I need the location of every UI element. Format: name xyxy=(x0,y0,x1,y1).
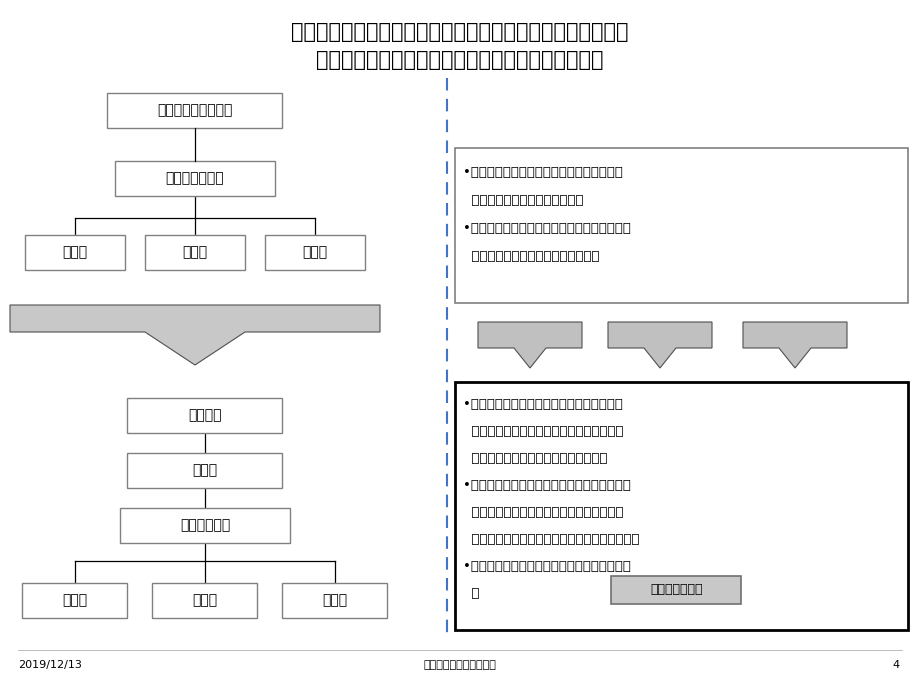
Text: 各局对自己的生存、发展等负责任；: 各局对自己的生存、发展等负责任； xyxy=(462,250,599,263)
Text: 工程局: 工程局 xyxy=(302,245,327,259)
Text: •公司需要有效的激励和控制体系，实现平稳过: •公司需要有效的激励和控制体系，实现平稳过 xyxy=(462,560,630,573)
Text: 分公司: 分公司 xyxy=(192,593,217,607)
Bar xyxy=(153,582,257,618)
Bar xyxy=(119,508,289,542)
Polygon shape xyxy=(10,305,380,365)
Text: 中国邮电器材总公司: 中国邮电器材总公司 xyxy=(157,103,233,117)
Text: 分公司: 分公司 xyxy=(62,593,87,607)
Text: 4: 4 xyxy=(892,660,899,670)
Text: •各分公司独立法人地位的取消，资质的取消，: •各分公司独立法人地位的取消，资质的取消， xyxy=(462,479,630,492)
Bar xyxy=(22,582,128,618)
Text: 性质和责任机制: 性质和责任机制 xyxy=(649,584,702,596)
Bar xyxy=(108,92,282,128)
Text: 渡: 渡 xyxy=(462,587,479,600)
Text: 变成一个法人实体一个统一资质下运作，导: 变成一个法人实体一个统一资质下运作，导 xyxy=(462,506,623,519)
Text: •各单位属于独立法人实体，具有自己的资质，: •各单位属于独立法人实体，具有自己的资质， xyxy=(462,222,630,235)
Text: 工程局: 工程局 xyxy=(62,245,87,259)
Bar xyxy=(115,161,275,195)
Bar xyxy=(265,235,365,270)
Text: 工程局: 工程局 xyxy=(182,245,208,259)
Text: 股东大会: 股东大会 xyxy=(188,408,221,422)
Polygon shape xyxy=(478,322,582,368)
Bar xyxy=(455,148,907,303)
Text: 产权结构的调整，致使中通建设的经营责任和经营风险上移，: 产权结构的调整，致使中通建设的经营责任和经营风险上移， xyxy=(291,22,628,42)
Text: 股份公司本部: 股份公司本部 xyxy=(180,518,230,532)
Text: 公司本部必须加强对下属单位的控制，降低运营风险: 公司本部必须加强对下属单位的控制，降低运营风险 xyxy=(316,50,603,70)
Bar xyxy=(128,397,282,433)
Text: 董事会: 董事会 xyxy=(192,463,217,477)
Bar xyxy=(25,235,125,270)
Text: 致公司运营模式和各单位的定位发生质的变化；: 致公司运营模式和各单位的定位发生质的变化； xyxy=(462,533,639,546)
Bar xyxy=(128,453,282,488)
Text: 资源闲置浪费，企业缺乏活力；: 资源闲置浪费，企业缺乏活力； xyxy=(462,194,583,207)
Text: 在责任人可控状态下经营和公司资源的充分: 在责任人可控状态下经营和公司资源的充分 xyxy=(462,425,623,438)
Text: 挖掘利用，权力的重新分配是必要的；: 挖掘利用，权力的重新分配是必要的； xyxy=(462,452,607,465)
Polygon shape xyxy=(607,322,711,368)
Text: •经营责任和经营风险上移，为了保证公司是: •经营责任和经营风险上移，为了保证公司是 xyxy=(462,398,622,411)
Text: 分公司: 分公司 xyxy=(322,593,347,607)
Bar xyxy=(610,576,741,604)
Bar xyxy=(282,582,387,618)
Text: 2019/12/13: 2019/12/13 xyxy=(18,660,82,670)
Polygon shape xyxy=(743,322,846,368)
Bar xyxy=(455,382,907,630)
Text: 北大纵横－中通建设项目: 北大纵横－中通建设项目 xyxy=(423,660,496,670)
Bar xyxy=(145,235,244,270)
Text: 中通建设总公司: 中通建设总公司 xyxy=(165,171,224,185)
Text: •总公司和各局激励不足，经营者束手束脚，: •总公司和各局激励不足，经营者束手束脚， xyxy=(462,166,622,179)
